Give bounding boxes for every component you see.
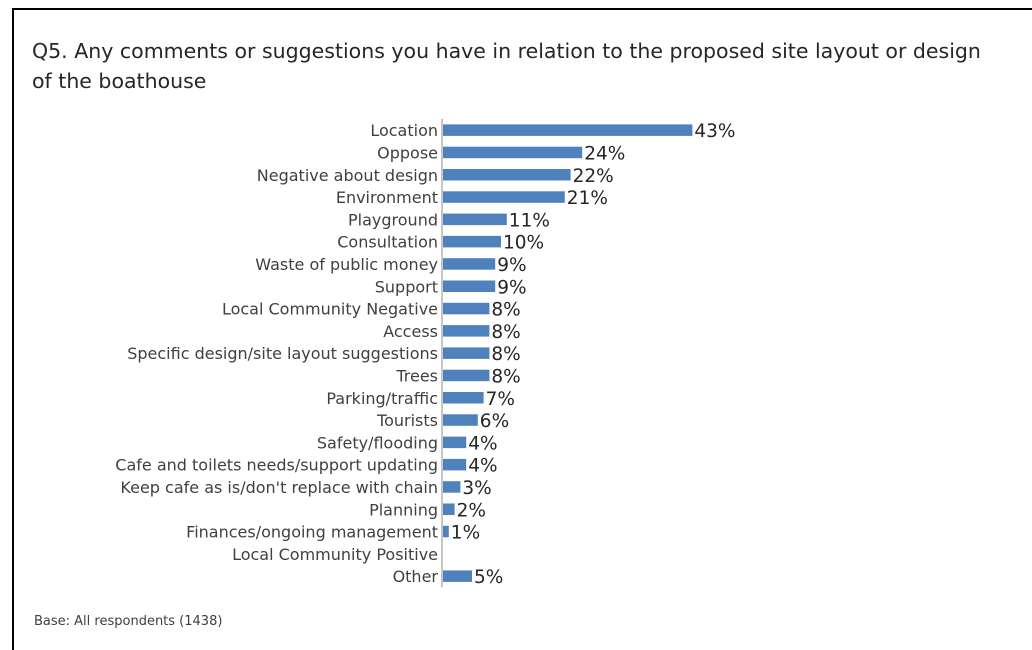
- data-label: 9%: [497, 277, 526, 298]
- category-label: Negative about design: [257, 166, 438, 185]
- bar: [443, 392, 484, 404]
- data-label: 1%: [451, 523, 480, 544]
- bar: [443, 213, 507, 226]
- category-label: Safety/flooding: [317, 433, 438, 452]
- category-label: Access: [383, 322, 438, 341]
- bar: [443, 570, 472, 582]
- category-label: Location: [370, 121, 438, 140]
- data-label: 8%: [491, 300, 520, 321]
- category-label: Playground: [348, 210, 438, 229]
- data-label: 3%: [462, 478, 491, 499]
- bar: [443, 235, 501, 248]
- bar-rows: Location 43% Oppose 24% Negative about desig…: [115, 121, 735, 588]
- data-label: 4%: [468, 456, 497, 477]
- bar: [443, 525, 449, 538]
- category-label: Planning: [369, 500, 438, 519]
- bar: [443, 169, 571, 181]
- category-label: Specific design/site layout suggestions: [127, 344, 438, 363]
- category-label: Waste of public money: [255, 255, 438, 274]
- bar: [443, 302, 490, 315]
- bar: [443, 325, 490, 337]
- category-label: Other: [393, 567, 439, 586]
- bar: [443, 347, 490, 359]
- data-label: 9%: [497, 255, 526, 276]
- data-label: 2%: [457, 500, 486, 521]
- base-footnote: Base: All respondents (1438): [34, 614, 223, 629]
- bar: [443, 503, 455, 515]
- category-label: Keep cafe as is/don't replace with chain: [120, 478, 438, 497]
- bar: [443, 280, 496, 292]
- data-label: 11%: [509, 210, 550, 231]
- bar: [443, 191, 565, 203]
- bar: [443, 414, 478, 426]
- data-label: 10%: [503, 233, 544, 254]
- category-label: Trees: [395, 366, 438, 385]
- category-label: Oppose: [377, 143, 438, 162]
- chart-title: Q5. Any comments or suggestions you have…: [32, 39, 981, 93]
- data-label: 7%: [486, 389, 515, 410]
- data-label: 21%: [567, 188, 608, 209]
- data-label: 22%: [573, 166, 614, 187]
- bar: [443, 458, 467, 471]
- category-label: Cafe and toilets needs/support updating: [115, 456, 438, 475]
- bar: [443, 258, 496, 270]
- data-label: 43%: [694, 121, 735, 142]
- category-label: Tourists: [376, 411, 438, 430]
- data-label: 8%: [491, 366, 520, 387]
- data-label: 8%: [491, 322, 520, 343]
- data-label: 5%: [474, 567, 503, 588]
- bar: [443, 146, 583, 159]
- data-label: 24%: [584, 143, 625, 164]
- category-label: Local Community Positive: [232, 545, 438, 564]
- category-label: Parking/traffic: [326, 389, 438, 408]
- bar: [443, 124, 693, 136]
- data-label: 6%: [480, 411, 509, 432]
- data-label: 8%: [491, 344, 520, 365]
- bar-chart: Location 43% Oppose 24% Negative about desig…: [115, 119, 736, 588]
- category-label: Local Community Negative: [222, 300, 438, 319]
- category-label: Environment: [336, 188, 438, 207]
- bar: [443, 369, 490, 382]
- data-label: 4%: [468, 433, 497, 454]
- category-label: Support: [375, 277, 438, 296]
- category-label: Consultation: [337, 233, 438, 252]
- bar: [443, 436, 467, 449]
- chart-frame: [12, 8, 1032, 650]
- bar: [443, 481, 461, 493]
- category-label: Finances/ongoing management: [186, 523, 438, 542]
